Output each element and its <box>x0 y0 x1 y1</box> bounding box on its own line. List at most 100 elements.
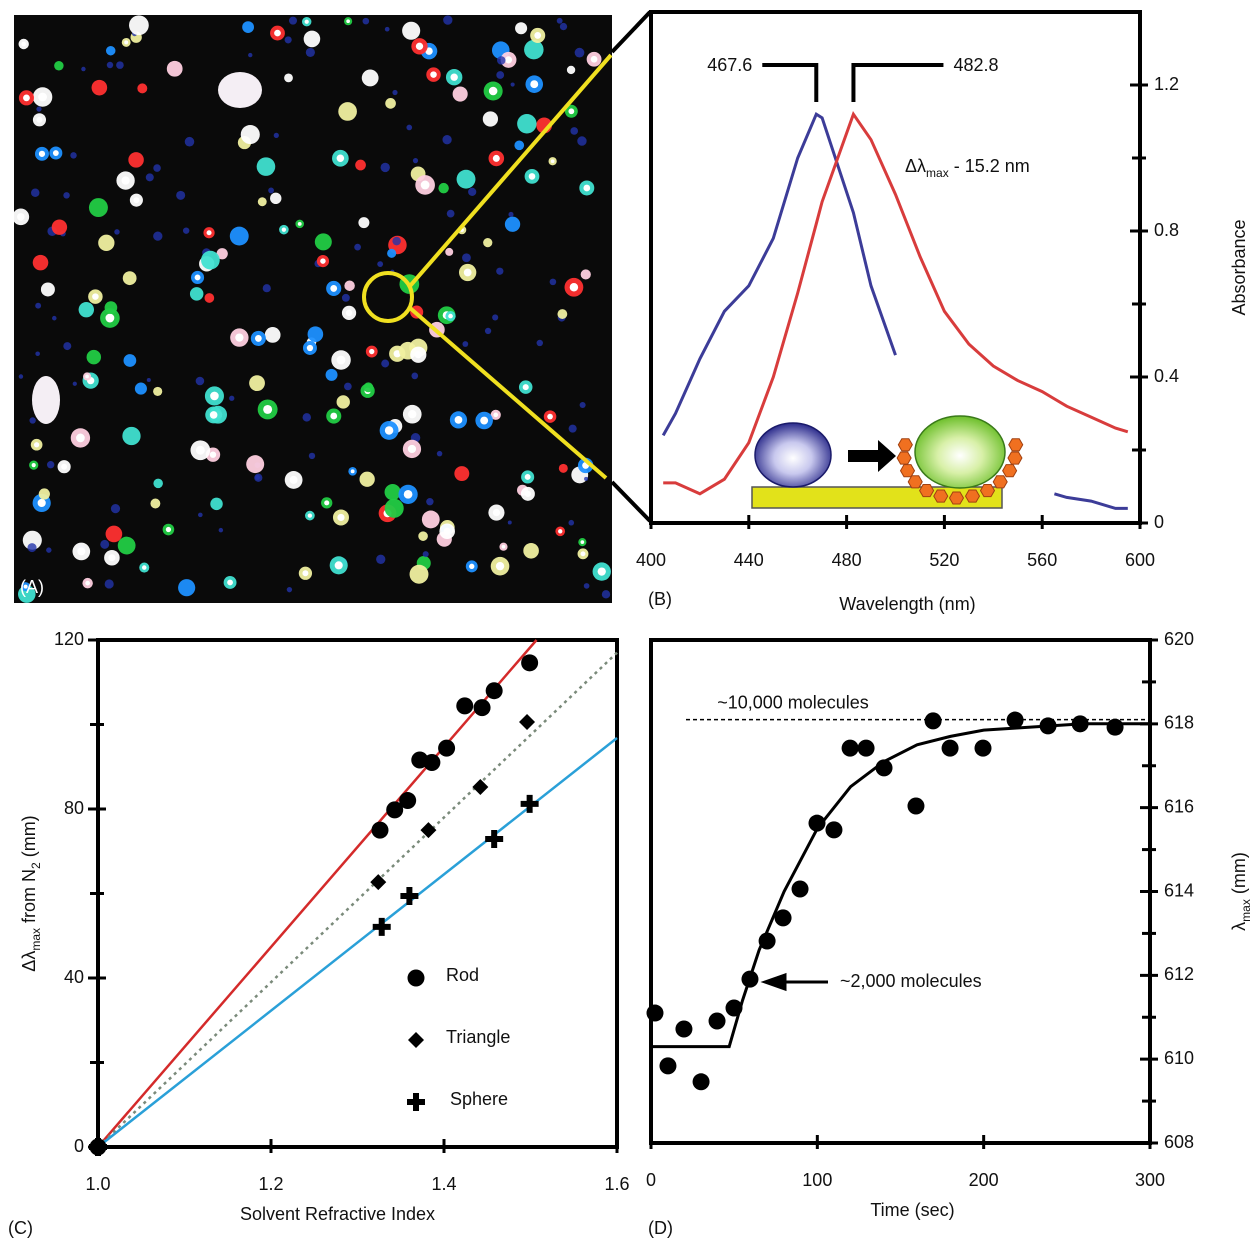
speck <box>38 488 50 500</box>
speck-core <box>407 444 417 454</box>
speck-core <box>320 258 326 264</box>
speck <box>36 106 42 112</box>
label-part: Δλ <box>19 951 39 972</box>
point <box>372 917 391 936</box>
speck <box>137 83 148 94</box>
speck <box>341 293 350 302</box>
x-tick-label: 480 <box>832 550 862 570</box>
speck <box>46 547 52 553</box>
speck-core <box>492 154 500 162</box>
zoom-line <box>408 306 608 480</box>
speck <box>302 413 311 422</box>
speck-core <box>463 268 472 277</box>
speck-core <box>350 469 355 474</box>
point <box>708 1012 726 1030</box>
label-part: Δλ <box>905 156 926 176</box>
speck-core <box>77 547 86 556</box>
speck-core <box>443 527 451 535</box>
x-tick-label: 440 <box>734 550 764 570</box>
fit-line <box>97 651 618 1148</box>
speck-core <box>195 445 205 455</box>
speck <box>249 375 265 392</box>
speck-core <box>337 513 345 522</box>
speck <box>579 401 586 409</box>
speck <box>150 498 161 509</box>
speck <box>246 455 265 474</box>
speck <box>35 351 40 357</box>
speck <box>308 452 316 460</box>
speck-core <box>547 413 553 420</box>
speck-core <box>504 56 513 64</box>
x-tick-label: 200 <box>969 1170 999 1190</box>
speck <box>325 368 338 381</box>
speck <box>189 287 204 301</box>
speck <box>201 250 220 270</box>
speck-core <box>37 498 46 508</box>
speck <box>508 211 514 217</box>
legend-label: Triangle <box>446 1027 510 1047</box>
x-tick-label: 560 <box>1027 550 1057 570</box>
speck <box>27 543 37 553</box>
zoom-line <box>610 10 652 54</box>
speck-core <box>430 71 437 78</box>
speck <box>184 136 195 147</box>
speck-core <box>493 412 499 418</box>
point <box>825 821 843 839</box>
speck-core <box>235 333 244 342</box>
speck <box>412 157 419 164</box>
peak-bracket <box>762 63 819 102</box>
speck <box>566 65 576 75</box>
y-tick-label: 80 <box>64 798 84 818</box>
speck <box>344 382 352 391</box>
speck-core <box>450 73 458 81</box>
point <box>370 874 387 891</box>
x-tick-label: 300 <box>1135 1170 1165 1190</box>
y-tick-label: 40 <box>64 967 84 987</box>
speck-core <box>550 159 555 164</box>
speck <box>406 124 413 131</box>
speck <box>426 497 434 506</box>
speck-core <box>133 197 140 204</box>
fit-line <box>97 737 618 1148</box>
speck-core <box>281 227 287 232</box>
axis-title: Solvent Refractive Index <box>240 1204 435 1224</box>
speck-core <box>369 348 375 355</box>
speck <box>384 483 401 501</box>
speck <box>462 341 469 347</box>
point <box>774 909 792 927</box>
speck <box>574 47 585 58</box>
speck <box>443 15 453 25</box>
speck-core <box>334 561 343 570</box>
point <box>420 822 437 839</box>
particle <box>754 422 832 488</box>
ligand <box>896 451 912 465</box>
speck-core <box>304 19 309 24</box>
speck <box>63 192 70 199</box>
legend-marker <box>407 969 425 987</box>
speck <box>568 424 577 433</box>
speck-core <box>488 86 498 96</box>
speck <box>556 17 563 24</box>
speck-core <box>414 351 422 359</box>
speck <box>105 525 123 543</box>
speck <box>284 73 293 83</box>
speck-core <box>121 176 130 185</box>
speck <box>78 301 95 318</box>
speck <box>153 478 163 489</box>
plot-frame <box>96 638 619 1149</box>
speck <box>363 382 374 393</box>
speck <box>129 15 149 36</box>
annotation-arrow <box>760 972 828 992</box>
peak-label: 467.6 <box>707 55 752 75</box>
speck-core <box>263 404 273 414</box>
y-tick-label: 608 <box>1164 1132 1194 1152</box>
spectrum-line <box>661 112 1128 510</box>
ligand <box>948 491 965 505</box>
speck-core <box>558 529 563 534</box>
blob <box>32 376 60 424</box>
point <box>89 1138 107 1156</box>
speck <box>153 231 163 241</box>
speck <box>122 271 137 286</box>
speck <box>496 267 504 275</box>
